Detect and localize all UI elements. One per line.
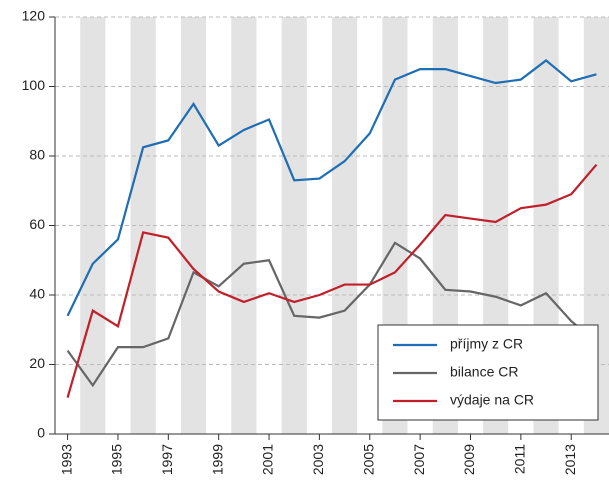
y-tick-label: 60 <box>29 216 45 232</box>
series-line <box>66 241 598 388</box>
legend-label: bilance CR <box>450 364 518 380</box>
y-tick-label: 80 <box>29 147 45 163</box>
x-tick-label: 2007 <box>411 444 427 475</box>
band <box>180 17 207 434</box>
x-tick-label: 1999 <box>209 444 225 475</box>
y-tick-label: 40 <box>29 286 45 302</box>
legend-label: příjmy z CR <box>450 336 523 352</box>
x-tick-label: 1993 <box>58 444 74 475</box>
series-line <box>66 163 598 398</box>
y-tick-label: 20 <box>29 355 45 371</box>
x-tick-label: 2013 <box>562 444 578 475</box>
series-line <box>66 59 597 317</box>
x-tick-label: 2003 <box>310 444 326 475</box>
plot: 0 20 40 60 80 100 120 1993 1995 1997 1999 2001 2003 2… <box>22 8 609 475</box>
y-tick-label: 100 <box>22 77 46 93</box>
y-tick-label: 120 <box>22 8 46 24</box>
legend-label: výdaje na CR <box>450 392 534 408</box>
x-tick-label: 1997 <box>159 444 175 475</box>
x-tick-label: 2011 <box>512 444 528 474</box>
x-tick-label: 2005 <box>360 444 376 475</box>
x-tick-label: 2009 <box>461 444 477 475</box>
y-tick-label: 0 <box>37 425 45 441</box>
x-tick-label: 2001 <box>260 444 276 475</box>
x-tick-label: 1995 <box>109 444 125 475</box>
